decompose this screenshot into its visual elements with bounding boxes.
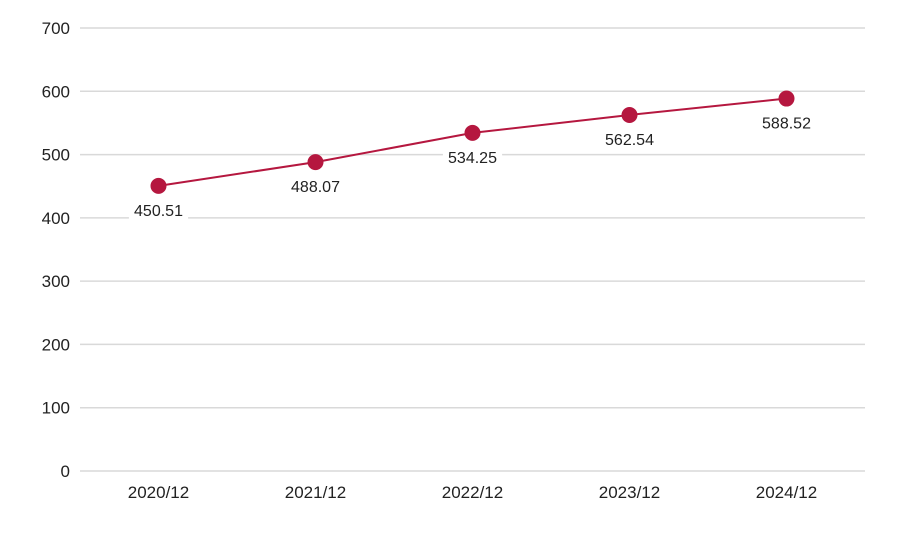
series-line [158,97,787,187]
data-point [307,154,324,171]
x-tick-label: 2021/12 [285,483,346,502]
data-label-bg [599,128,660,150]
data-label: 488.07 [291,179,340,196]
data-label-bg [128,199,189,221]
data-labels: 450.51 488.07 534.25 562.54 588.52 [128,112,817,221]
x-tick-label: 2023/12 [599,483,660,502]
y-tick-label: 500 [42,146,70,165]
data-points [150,90,795,194]
data-point [464,124,481,141]
data-label: 588.52 [762,116,811,133]
data-label: 562.54 [605,132,654,149]
y-tick-label: 600 [42,82,70,101]
data-label: 450.51 [134,203,183,220]
y-tick-label: 400 [42,209,70,228]
y-tick-label: 300 [42,272,70,291]
data-point [621,106,638,123]
y-tick-label: 200 [42,335,70,354]
data-label-bg [756,112,817,134]
x-tick-label: 2024/12 [756,483,817,502]
y-tick-label: 700 [42,19,70,38]
gridlines [80,27,865,472]
y-axis-ticks: 0 100 200 300 400 500 600 700 [42,19,70,481]
x-tick-label: 2020/12 [128,483,189,502]
y-tick-label: 0 [61,462,70,481]
x-tick-label: 2022/12 [442,483,503,502]
data-label-bg [285,176,346,198]
data-label-bg [442,146,503,168]
data-label: 534.25 [448,150,497,167]
x-axis-ticks: 2020/12 2021/12 2022/12 2023/12 2024/12 [128,483,817,502]
data-point [150,177,167,194]
y-tick-label: 100 [42,399,70,418]
data-point [778,90,795,107]
